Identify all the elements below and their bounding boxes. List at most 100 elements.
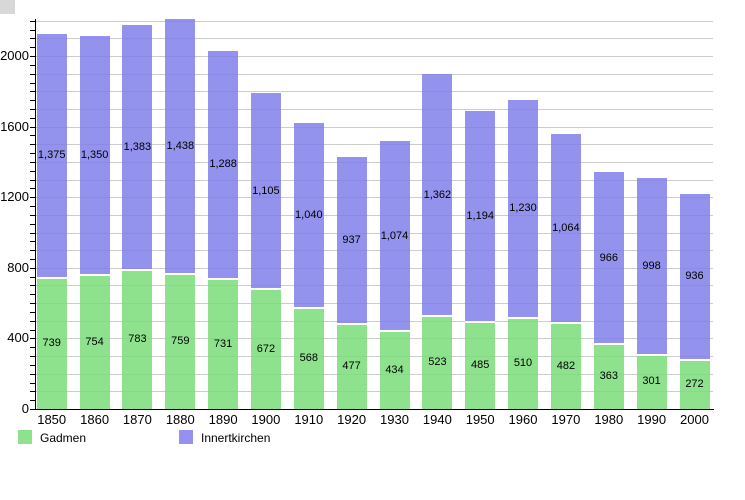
value-label-gadmen: 477 (342, 359, 361, 372)
bar-segment-innertkirchen-1910 (293, 123, 324, 309)
y-axis-tick (30, 144, 35, 146)
bar-segment-innertkirchen-1850 (36, 33, 67, 279)
y-axis-tick (30, 29, 35, 31)
bar-segment-innertkirchen-1890 (208, 50, 239, 280)
gridline (35, 20, 713, 22)
x-tick-label: 1890 (208, 412, 238, 427)
bar-segment-innertkirchen-1880 (165, 19, 196, 275)
y-axis-tick (30, 197, 35, 199)
y-axis-tick (30, 356, 35, 358)
gridline (35, 73, 713, 75)
bar-segment-gadmen-1920 (336, 324, 367, 409)
bar-segment-innertkirchen-1950 (465, 110, 496, 324)
gridline (35, 161, 713, 163)
value-label-gadmen: 568 (299, 351, 318, 364)
bar-segment-innertkirchen-1900 (250, 93, 281, 291)
y-axis-tick (30, 311, 35, 313)
x-tick-label: 1910 (294, 412, 324, 427)
y-axis-tick (30, 409, 35, 410)
value-label-innertkirchen: 1,105 (252, 184, 280, 197)
bar-segment-gadmen-1940 (422, 316, 453, 409)
bar-segment-gadmen-1850 (36, 278, 67, 409)
y-axis-tick (30, 223, 35, 225)
bar-segment-innertkirchen-1940 (422, 74, 453, 317)
y-tick-label: 400 (7, 330, 29, 346)
value-label-innertkirchen: 1,230 (509, 202, 537, 215)
bar-segment-gadmen-1890 (208, 280, 239, 409)
value-label-innertkirchen: 1,064 (552, 222, 580, 234)
y-axis-tick (30, 320, 35, 322)
y-axis-tick (30, 38, 35, 40)
x-tick-label: 1970 (551, 412, 581, 427)
y-tick-label: 0 (21, 401, 29, 416)
y-axis-tick (30, 126, 35, 128)
value-label-gadmen: 482 (556, 359, 576, 372)
value-label-innertkirchen: 1,383 (123, 140, 152, 153)
x-tick-label: 2000 (680, 412, 709, 427)
x-tick-label: 1920 (337, 412, 367, 427)
y-axis-tick (30, 20, 35, 22)
x-tick-label: 1930 (380, 412, 409, 427)
value-label-gadmen: 759 (171, 335, 190, 347)
y-axis-tick (30, 135, 35, 137)
y-axis-tick (30, 250, 35, 252)
bar-segment-gadmen-1970 (550, 323, 581, 409)
gridline (35, 320, 713, 322)
y-axis-tick (30, 117, 35, 119)
y-axis-tick (30, 170, 35, 172)
x-tick-label: 1900 (251, 412, 281, 427)
y-axis-tick (30, 214, 35, 216)
bar-segment-innertkirchen-2000 (679, 193, 710, 361)
value-label-gadmen: 739 (42, 336, 61, 349)
bar-segment-gadmen-1950 (465, 323, 496, 409)
bar-segment-gadmen-1860 (79, 275, 110, 409)
value-label-gadmen: 301 (642, 375, 661, 388)
value-label-gadmen: 363 (599, 370, 618, 382)
gridline (35, 285, 713, 287)
legend-swatch-gadmen (18, 430, 32, 444)
gridline (35, 267, 713, 269)
bar-segment-innertkirchen-1980 (593, 172, 624, 345)
gridline (35, 338, 713, 340)
value-label-gadmen: 783 (128, 332, 147, 345)
y-axis-tick (30, 373, 35, 375)
y-tick-label: 2000 (0, 48, 29, 63)
gridline (35, 179, 713, 181)
y-axis-tick (30, 347, 35, 349)
value-label-gadmen: 434 (385, 363, 404, 376)
x-tick-label: 1850 (37, 412, 67, 427)
bar-segment-gadmen-1910 (293, 308, 324, 409)
gridline (35, 126, 713, 128)
value-label-gadmen: 272 (685, 378, 704, 390)
y-axis-tick (30, 303, 35, 305)
y-axis-tick (30, 267, 35, 269)
bar-segment-gadmen-1980 (593, 344, 624, 409)
y-axis-tick (30, 64, 35, 66)
gridline (35, 250, 713, 252)
corner-artifact (0, 0, 15, 14)
y-axis-tick (30, 161, 35, 163)
gridline (35, 214, 713, 216)
y-axis-tick (30, 108, 35, 110)
value-label-innertkirchen: 1,040 (295, 209, 323, 221)
gridline (35, 356, 713, 358)
x-tick-label: 1950 (465, 412, 495, 427)
chart-legend: Gadmen Innertkirchen (0, 430, 745, 446)
y-axis-tick (30, 91, 35, 93)
legend-swatch-innertkirchen (179, 430, 193, 444)
value-label-innertkirchen: 936 (685, 270, 704, 283)
y-axis-tick (30, 179, 35, 181)
bar-segment-innertkirchen-1990 (636, 177, 667, 356)
value-label-gadmen: 672 (256, 342, 276, 355)
value-label-innertkirchen: 1,350 (80, 148, 109, 161)
value-label-innertkirchen: 1,438 (166, 140, 195, 153)
bar-segment-gadmen-1870 (122, 270, 153, 409)
y-axis-tick (30, 382, 35, 384)
y-axis-tick (30, 391, 35, 393)
value-label-gadmen: 523 (428, 355, 447, 368)
y-tick-label: 800 (7, 259, 29, 275)
value-label-innertkirchen: 998 (642, 259, 661, 272)
gridline (35, 197, 713, 199)
y-axis-tick (30, 188, 35, 190)
